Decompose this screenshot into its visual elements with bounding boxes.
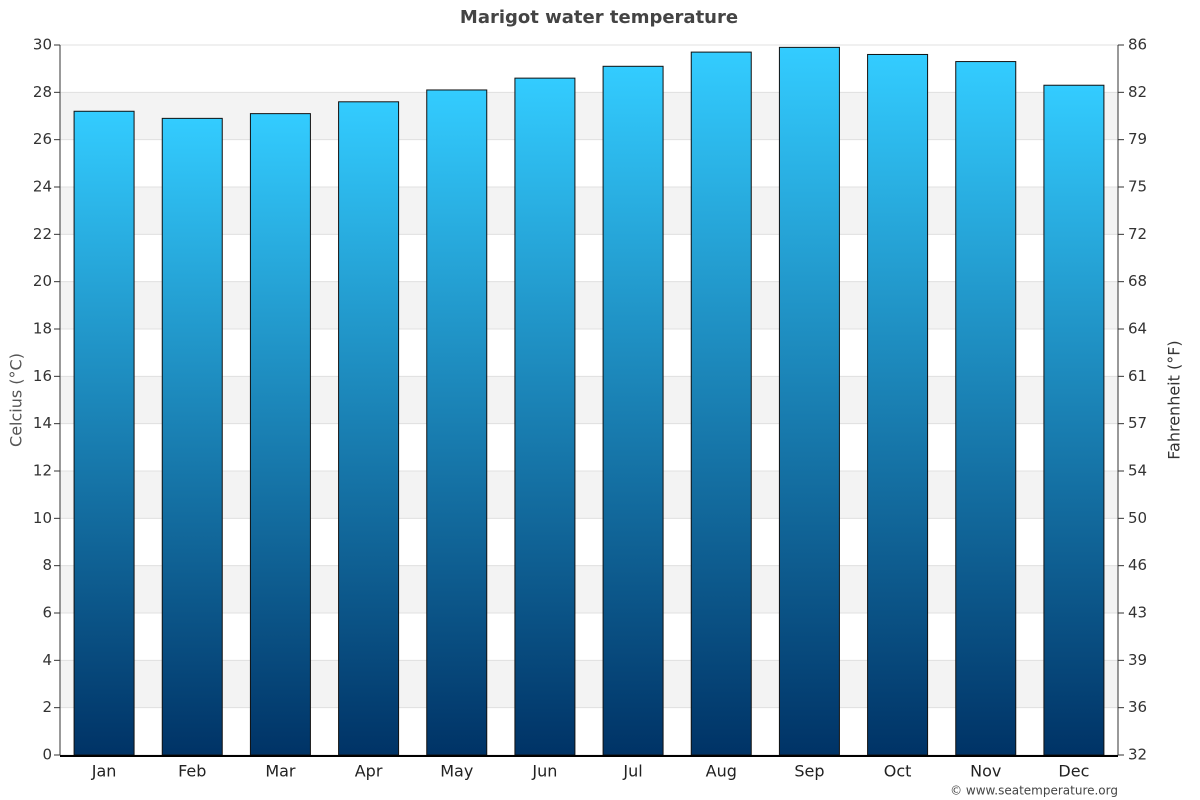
x-tick-label: May bbox=[440, 762, 473, 781]
y2-tick-label: 36 bbox=[1128, 698, 1147, 716]
bar bbox=[426, 89, 488, 756]
y-tick-label: 12 bbox=[33, 462, 52, 480]
y-tick-label: 30 bbox=[33, 36, 52, 54]
bar bbox=[955, 61, 1017, 756]
x-tick-label: Oct bbox=[884, 762, 912, 781]
grid-band bbox=[60, 92, 1118, 140]
y-tick-label: 2 bbox=[42, 698, 52, 716]
y-tick-label: 24 bbox=[33, 178, 52, 196]
y-tick-label: 10 bbox=[33, 509, 52, 527]
x-tick-label: Dec bbox=[1058, 762, 1089, 781]
y2-tick-label: 79 bbox=[1128, 130, 1147, 148]
y2-tick-label: 32 bbox=[1128, 746, 1147, 764]
y-tick-label: 16 bbox=[33, 367, 52, 385]
bar bbox=[161, 117, 223, 756]
y-axis-label: Celcius (°C) bbox=[7, 353, 26, 447]
y-tick-label: 14 bbox=[33, 414, 52, 432]
y2-tick-label: 86 bbox=[1128, 36, 1147, 54]
y2-tick-label: 46 bbox=[1128, 556, 1147, 574]
y2-tick-label: 43 bbox=[1128, 604, 1147, 622]
grid-band bbox=[60, 471, 1118, 519]
y-tick-label: 8 bbox=[42, 556, 52, 574]
y2-tick-label: 61 bbox=[1128, 367, 1147, 385]
x-tick-label: Mar bbox=[265, 762, 296, 781]
y2-tick-label: 75 bbox=[1128, 178, 1147, 196]
x-tick-label: Jul bbox=[622, 762, 642, 781]
y-tick-label: 22 bbox=[33, 225, 52, 243]
x-tick-label: Nov bbox=[970, 762, 1001, 781]
bar bbox=[338, 101, 400, 756]
y-tick-label: 18 bbox=[33, 320, 52, 338]
y-tick-label: 26 bbox=[33, 130, 52, 148]
y2-tick-label: 68 bbox=[1128, 272, 1147, 290]
x-tick-label: Apr bbox=[355, 762, 383, 781]
chart-title: Marigot water temperature bbox=[460, 7, 738, 28]
bar bbox=[73, 110, 135, 756]
grid-band bbox=[60, 281, 1118, 329]
y2-tick-label: 50 bbox=[1128, 509, 1147, 527]
y2-tick-label: 57 bbox=[1128, 414, 1147, 432]
y-tick-label: 28 bbox=[33, 83, 52, 101]
bar bbox=[867, 53, 929, 756]
credit: © www.seatemperature.org bbox=[950, 784, 1118, 798]
y2-tick-label: 72 bbox=[1128, 225, 1147, 243]
x-tick-label: Jun bbox=[531, 762, 557, 781]
grid-band bbox=[60, 376, 1118, 424]
y-tick-label: 0 bbox=[42, 746, 52, 764]
y-tick-label: 20 bbox=[33, 272, 52, 290]
bar bbox=[514, 77, 576, 756]
y-tick-label: 6 bbox=[42, 604, 52, 622]
bar bbox=[1043, 84, 1105, 756]
y2-tick-label: 54 bbox=[1128, 462, 1147, 480]
x-tick-label: Sep bbox=[794, 762, 824, 781]
y-tick-label: 4 bbox=[42, 651, 52, 669]
bar bbox=[249, 113, 311, 756]
y2-tick-label: 39 bbox=[1128, 651, 1147, 669]
grid-band bbox=[60, 565, 1118, 613]
bar bbox=[602, 65, 664, 756]
grid-band bbox=[60, 660, 1118, 708]
y2-tick-label: 64 bbox=[1128, 320, 1147, 338]
grid-band bbox=[60, 187, 1118, 235]
bar bbox=[778, 46, 840, 756]
x-tick-label: Aug bbox=[706, 762, 737, 781]
bar bbox=[690, 51, 752, 756]
x-tick-label: Jan bbox=[91, 762, 117, 781]
x-tick-label: Feb bbox=[178, 762, 206, 781]
y2-axis-label: Fahrenheit (°F) bbox=[1165, 340, 1184, 459]
y2-tick-label: 82 bbox=[1128, 83, 1147, 101]
